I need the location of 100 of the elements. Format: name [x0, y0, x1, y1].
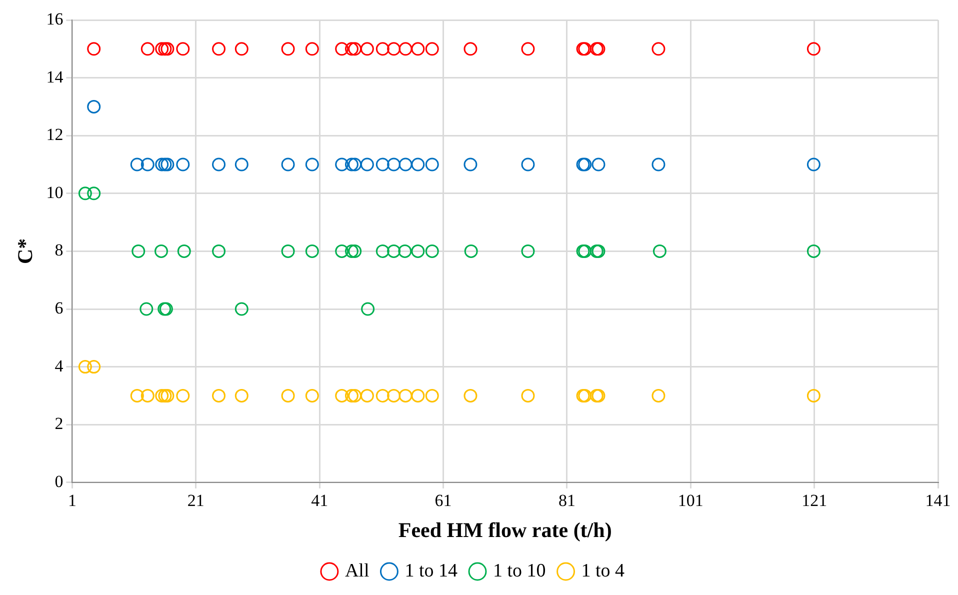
point	[130, 388, 144, 402]
point	[155, 42, 169, 56]
point	[78, 360, 92, 374]
point	[806, 42, 820, 56]
point	[335, 388, 349, 402]
x-tick-label: 61	[434, 491, 452, 510]
x-axis-title: Feed HM flow rate (t/h)	[398, 518, 612, 542]
point	[348, 388, 362, 402]
x-tick-label: 1	[68, 491, 76, 510]
point	[87, 42, 101, 56]
point	[521, 158, 535, 172]
point	[376, 244, 390, 258]
point	[806, 244, 820, 258]
point	[464, 244, 478, 258]
point	[411, 244, 425, 258]
point	[521, 388, 535, 402]
legend-label: 1 to 10	[493, 560, 546, 582]
point	[177, 244, 191, 258]
point	[78, 186, 92, 200]
point	[521, 244, 535, 258]
point	[521, 42, 535, 56]
point	[132, 244, 146, 258]
point	[425, 388, 439, 402]
y-tick-label: 6	[54, 298, 64, 318]
point	[87, 360, 101, 374]
point	[398, 244, 412, 258]
point	[160, 388, 174, 402]
point	[344, 42, 358, 56]
point	[411, 42, 425, 56]
point	[305, 42, 319, 56]
point	[212, 244, 226, 258]
point	[158, 388, 172, 402]
point	[376, 388, 390, 402]
legend-label: 1 to 14	[404, 560, 458, 582]
y-tick-label: 2	[54, 414, 64, 434]
point	[376, 158, 390, 172]
point	[281, 158, 295, 172]
point	[425, 158, 439, 172]
point	[806, 158, 820, 172]
point	[281, 42, 295, 56]
point	[376, 42, 390, 56]
y-tick-label: 14	[46, 67, 64, 86]
point	[398, 42, 412, 56]
point	[234, 158, 248, 172]
point	[335, 244, 349, 258]
x-tick-label: 21	[187, 491, 204, 510]
point	[212, 158, 226, 172]
y-tick-label: 16	[46, 9, 64, 28]
point	[348, 158, 362, 172]
y-axis-title: C*	[13, 238, 38, 264]
point	[652, 244, 666, 258]
point	[387, 388, 401, 402]
y-tick-label: 0	[54, 472, 64, 491]
point	[652, 388, 666, 402]
point	[348, 42, 362, 56]
point	[234, 42, 248, 56]
point	[87, 186, 101, 200]
point	[281, 388, 295, 402]
point	[140, 302, 154, 316]
point	[158, 158, 172, 172]
point	[281, 244, 295, 258]
point	[305, 244, 319, 258]
point	[348, 244, 362, 258]
point	[140, 388, 154, 402]
point	[305, 158, 319, 172]
point	[87, 100, 101, 114]
point	[155, 158, 169, 172]
y-tick-label: 12	[46, 125, 64, 144]
point	[160, 158, 174, 172]
x-tick-label: 81	[558, 491, 576, 510]
y-tick-label: 10	[46, 182, 64, 202]
point	[387, 42, 401, 56]
point	[155, 388, 169, 402]
point	[592, 158, 606, 172]
point	[176, 388, 190, 402]
point	[130, 158, 144, 172]
point	[212, 388, 226, 402]
point	[212, 42, 226, 56]
point	[411, 388, 425, 402]
y-tick-label: 4	[54, 356, 64, 376]
point	[652, 42, 666, 56]
x-tick-label: 141	[925, 491, 951, 510]
point	[464, 42, 478, 56]
point	[387, 158, 401, 172]
point	[387, 244, 401, 258]
point	[360, 42, 374, 56]
point	[464, 388, 478, 402]
point	[806, 388, 820, 402]
point	[154, 244, 168, 258]
point	[158, 42, 172, 56]
point	[234, 388, 248, 402]
point	[398, 388, 412, 402]
point	[234, 302, 248, 316]
point	[160, 42, 174, 56]
point	[335, 158, 349, 172]
point	[361, 302, 375, 316]
point	[464, 158, 478, 172]
point	[176, 158, 190, 172]
point	[140, 158, 154, 172]
point	[411, 158, 425, 172]
